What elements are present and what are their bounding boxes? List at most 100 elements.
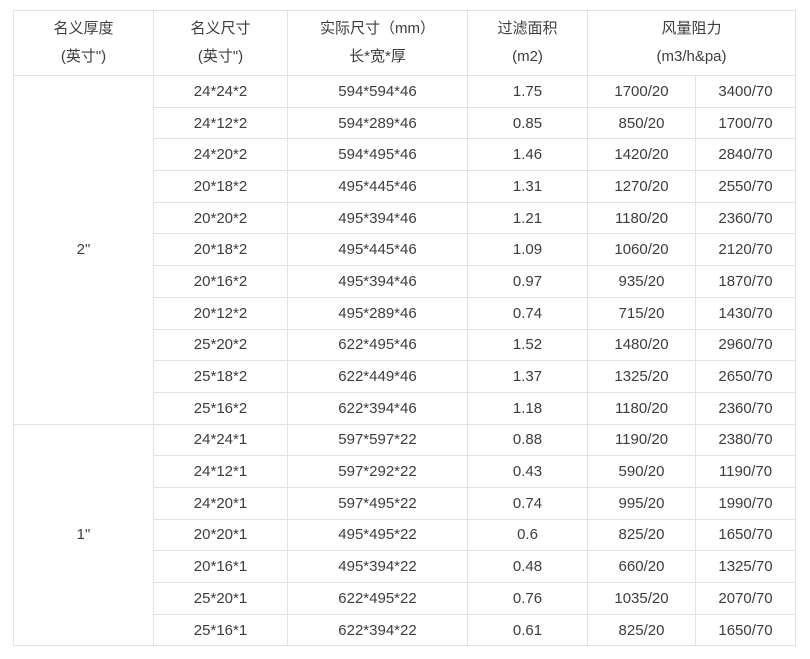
header-airflow-resistance: 风量阻力 (m3/h&pa) (587, 10, 796, 76)
airflow-20pa-cell: 1035/20 (587, 582, 696, 615)
header-line: 长*宽*厚 (349, 48, 406, 65)
actual-size-cell: 495*289*46 (287, 296, 468, 330)
header-line: 风量阻力 (661, 20, 722, 37)
table-body: 2" 24*24*2 594*594*46 1.75 1700/20 3400/70 24*… (13, 75, 796, 647)
actual-size-cell: 622*495*22 (287, 582, 468, 615)
table-row: 20*20*1 495*495*22 0.6 825/20 1650/70 (14, 518, 796, 552)
airflow-70pa-cell: 1700/70 (695, 106, 796, 140)
table-row: 24*20*1 597*495*22 0.74 995/20 1990/70 (14, 486, 796, 520)
airflow-70pa-cell: 2380/70 (695, 423, 796, 457)
airflow-20pa-cell: 1060/20 (587, 233, 696, 267)
airflow-20pa-cell: 1190/20 (587, 423, 696, 457)
airflow-70pa-cell: 1190/70 (695, 455, 796, 488)
actual-size-cell: 597*292*22 (287, 455, 468, 488)
actual-size-cell: 622*449*46 (287, 360, 468, 393)
thickness-cell: 1" (13, 423, 154, 647)
filter-area-cell: 1.52 (467, 328, 588, 362)
table-row: 25*18*2 622*449*46 1.37 1325/20 2650/70 (14, 360, 796, 393)
header-line: (英寸") (197, 48, 244, 65)
nominal-size-cell: 24*12*1 (153, 455, 288, 488)
table-row: 25*16*2 622*394*46 1.18 1180/20 2360/70 (14, 391, 796, 425)
nominal-size-cell: 20*20*1 (153, 518, 288, 552)
airflow-70pa-cell: 2070/70 (695, 582, 796, 615)
table-row: 20*20*2 495*394*46 1.21 1180/20 2360/70 (14, 201, 796, 235)
table-row: 25*16*1 622*394*22 0.61 825/20 1650/70 (14, 613, 796, 647)
airflow-70pa-cell: 1650/70 (695, 613, 796, 647)
nominal-size-cell: 20*16*2 (153, 265, 288, 298)
table-header: 名义厚度 (英寸") 名义尺寸 (英寸") 实际尺寸（mm） 长*宽*厚 过滤面… (13, 10, 796, 76)
table-row: 20*18*2 495*445*46 1.09 1060/20 2120/70 (14, 233, 796, 267)
actual-size-cell: 622*495*46 (287, 328, 468, 362)
airflow-20pa-cell: 825/20 (587, 518, 696, 552)
nominal-size-cell: 24*24*2 (153, 75, 288, 108)
filter-area-cell: 0.6 (467, 518, 588, 552)
actual-size-cell: 495*394*22 (287, 550, 468, 583)
header-line: (英寸") (60, 48, 107, 65)
airflow-20pa-cell: 850/20 (587, 106, 696, 140)
nominal-size-cell: 24*24*1 (153, 423, 288, 457)
header-filter-area: 过滤面积 (m2) (467, 10, 588, 76)
nominal-size-cell: 25*16*2 (153, 391, 288, 425)
nominal-size-cell: 20*16*1 (153, 550, 288, 583)
filter-area-cell: 1.46 (467, 138, 588, 172)
airflow-20pa-cell: 935/20 (587, 265, 696, 298)
nominal-size-cell: 20*18*2 (153, 170, 288, 203)
header-line: (m3/h&pa) (656, 48, 727, 65)
filter-area-cell: 0.97 (467, 265, 588, 298)
nominal-size-cell: 25*16*1 (153, 613, 288, 647)
actual-size-cell: 495*394*46 (287, 265, 468, 298)
airflow-20pa-cell: 1270/20 (587, 170, 696, 203)
filter-area-cell: 0.85 (467, 106, 588, 140)
table-row: 24*12*1 597*292*22 0.43 590/20 1190/70 (14, 455, 796, 488)
airflow-20pa-cell: 1325/20 (587, 360, 696, 393)
filter-area-cell: 1.75 (467, 75, 588, 108)
filter-spec-table: 名义厚度 (英寸") 名义尺寸 (英寸") 实际尺寸（mm） 长*宽*厚 过滤面… (13, 10, 796, 647)
filter-area-cell: 0.61 (467, 613, 588, 647)
filter-area-cell: 1.18 (467, 391, 588, 425)
actual-size-cell: 594*495*46 (287, 138, 468, 172)
table-row: 20*18*2 495*445*46 1.31 1270/20 2550/70 (14, 170, 796, 203)
table-row: 24*20*2 594*495*46 1.46 1420/20 2840/70 (14, 138, 796, 172)
table-row: 24*12*2 594*289*46 0.85 850/20 1700/70 (14, 106, 796, 140)
thickness-cell: 2" (13, 75, 154, 425)
filter-area-cell: 0.74 (467, 296, 588, 330)
nominal-size-cell: 24*20*2 (153, 138, 288, 172)
airflow-70pa-cell: 2960/70 (695, 328, 796, 362)
actual-size-cell: 622*394*46 (287, 391, 468, 425)
airflow-20pa-cell: 1180/20 (587, 201, 696, 235)
filter-area-cell: 1.09 (467, 233, 588, 267)
header-actual-size: 实际尺寸（mm） 长*宽*厚 (287, 10, 468, 76)
airflow-70pa-cell: 2360/70 (695, 201, 796, 235)
nominal-size-cell: 25*20*2 (153, 328, 288, 362)
actual-size-cell: 594*289*46 (287, 106, 468, 140)
filter-area-cell: 1.37 (467, 360, 588, 393)
nominal-size-cell: 25*18*2 (153, 360, 288, 393)
airflow-70pa-cell: 1325/70 (695, 550, 796, 583)
nominal-size-cell: 24*20*1 (153, 486, 288, 520)
nominal-size-cell: 24*12*2 (153, 106, 288, 140)
header-row: 名义厚度 (英寸") 名义尺寸 (英寸") 实际尺寸（mm） 长*宽*厚 过滤面… (13, 10, 796, 76)
airflow-70pa-cell: 2360/70 (695, 391, 796, 425)
actual-size-cell: 495*394*46 (287, 201, 468, 235)
airflow-70pa-cell: 2120/70 (695, 233, 796, 267)
airflow-20pa-cell: 1180/20 (587, 391, 696, 425)
actual-size-cell: 594*594*46 (287, 75, 468, 108)
nominal-size-cell: 20*18*2 (153, 233, 288, 267)
actual-size-cell: 495*445*46 (287, 170, 468, 203)
table-row: 20*16*2 495*394*46 0.97 935/20 1870/70 (14, 265, 796, 298)
filter-area-cell: 1.31 (467, 170, 588, 203)
header-line: 名义尺寸 (190, 20, 251, 37)
airflow-20pa-cell: 590/20 (587, 455, 696, 488)
airflow-20pa-cell: 1480/20 (587, 328, 696, 362)
actual-size-cell: 495*495*22 (287, 518, 468, 552)
header-nominal-size: 名义尺寸 (英寸") (153, 10, 288, 76)
airflow-70pa-cell: 2650/70 (695, 360, 796, 393)
filter-area-cell: 0.88 (467, 423, 588, 457)
airflow-70pa-cell: 1650/70 (695, 518, 796, 552)
airflow-70pa-cell: 2840/70 (695, 138, 796, 172)
nominal-size-cell: 20*12*2 (153, 296, 288, 330)
airflow-70pa-cell: 2550/70 (695, 170, 796, 203)
header-line: (m2) (512, 48, 543, 65)
actual-size-cell: 597*495*22 (287, 486, 468, 520)
